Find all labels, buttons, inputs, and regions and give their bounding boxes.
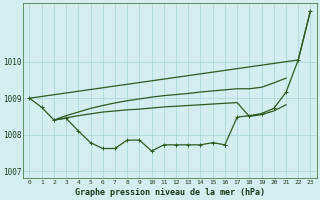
X-axis label: Graphe pression niveau de la mer (hPa): Graphe pression niveau de la mer (hPa) bbox=[75, 188, 265, 197]
